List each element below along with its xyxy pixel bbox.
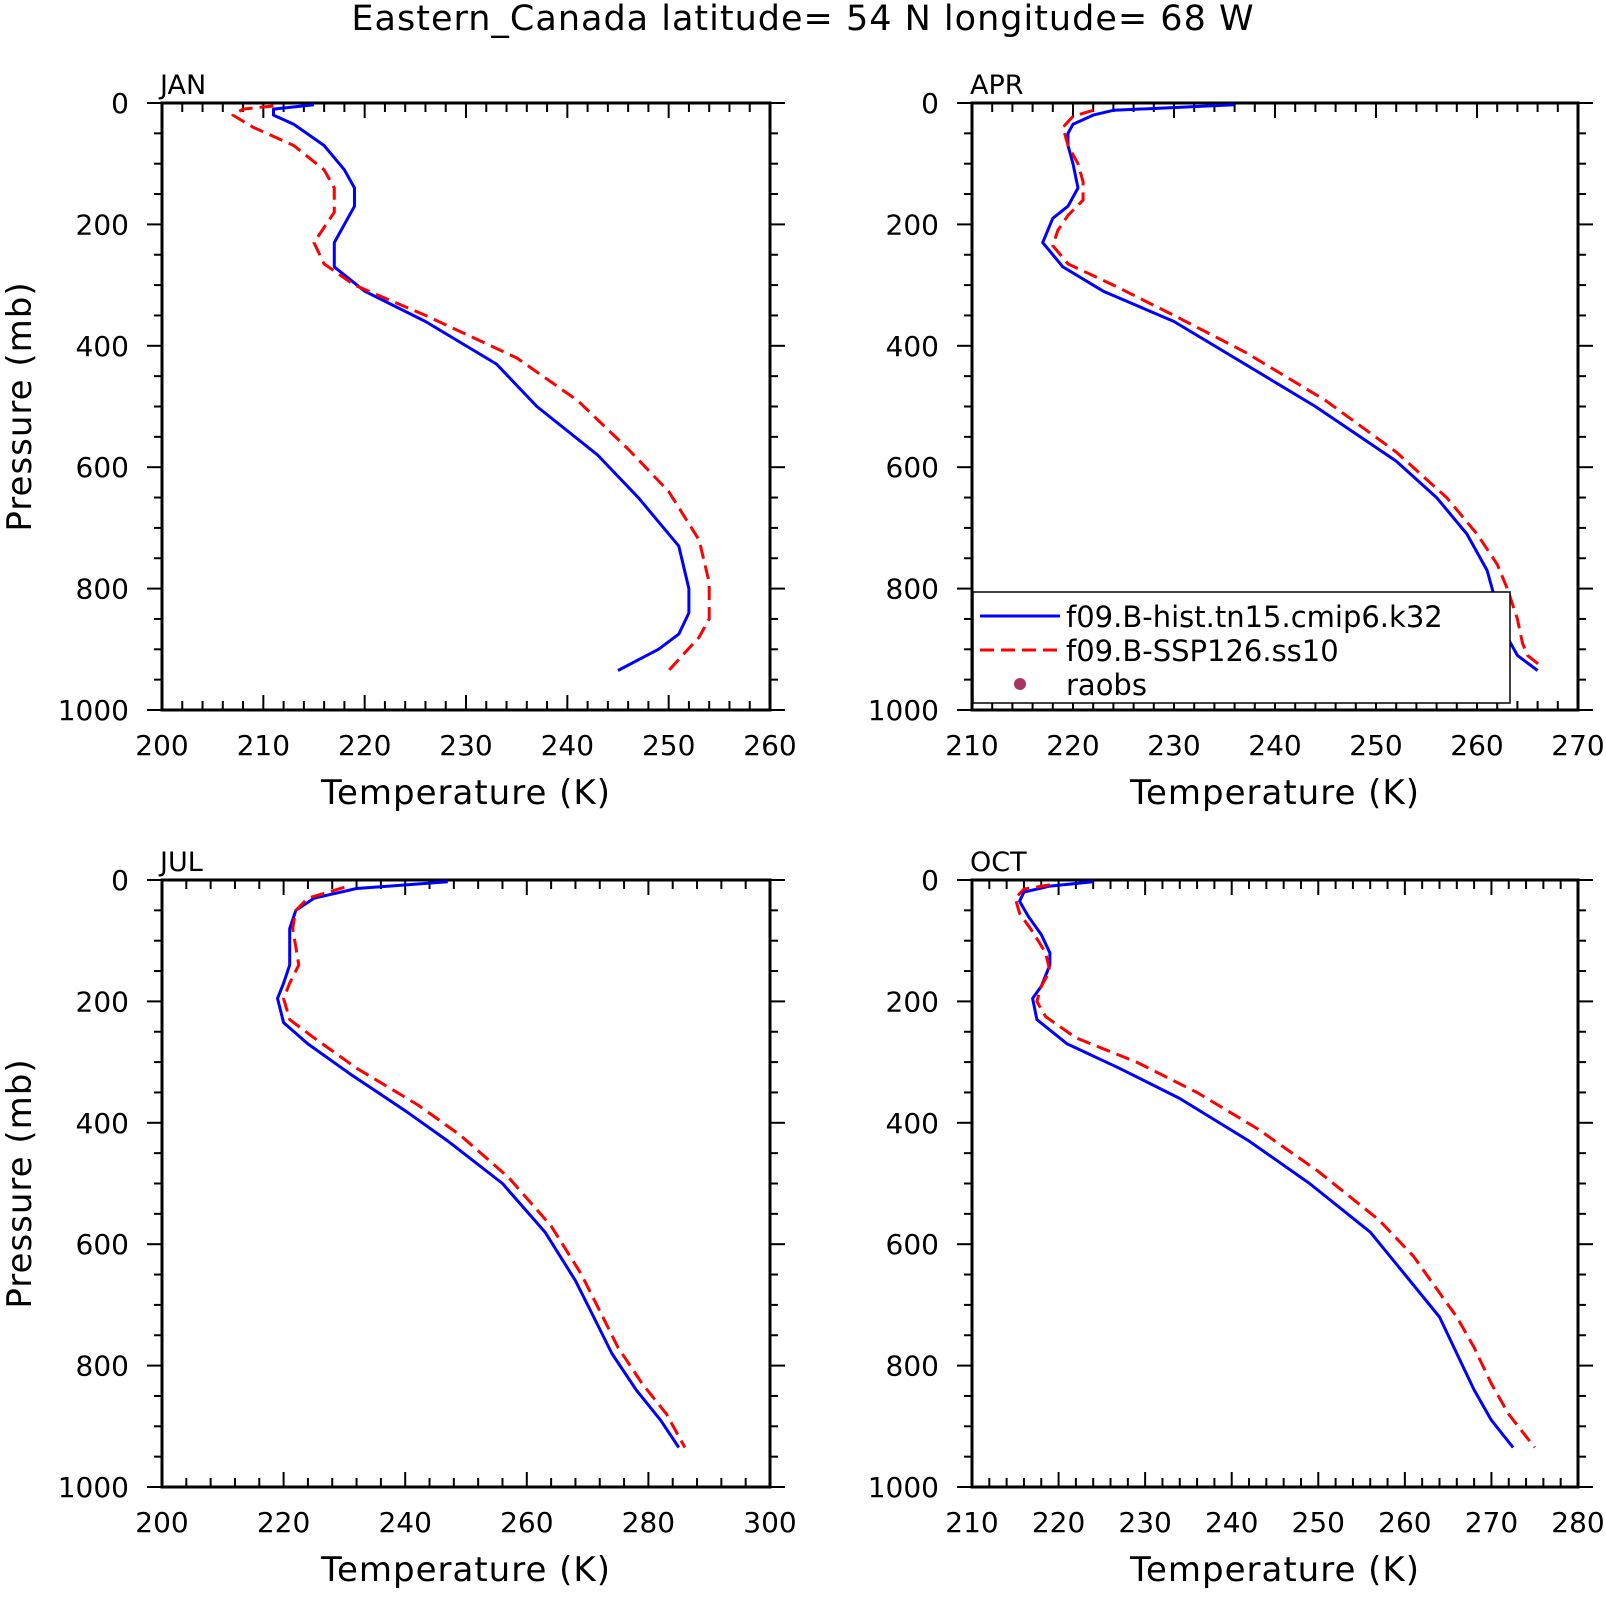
y-tick-label: 200 xyxy=(886,985,939,1018)
y-tick-label: 800 xyxy=(886,573,939,606)
x-tick-label: 260 xyxy=(743,729,796,762)
y-tick-label: 600 xyxy=(886,1228,939,1261)
y-tick-label: 600 xyxy=(76,1228,129,1261)
x-axis-title: Temperature (K) xyxy=(320,1550,611,1590)
plot-frame xyxy=(160,101,772,712)
y-tick-label: 400 xyxy=(886,1107,939,1140)
series-line-hist xyxy=(276,880,681,1449)
x-tick-label: 260 xyxy=(1450,729,1503,762)
legend-marker-raobs xyxy=(1014,678,1026,690)
legend-label: raobs xyxy=(1066,668,1147,702)
y-tick-label: 200 xyxy=(76,208,129,241)
x-tick-label: 260 xyxy=(500,1506,553,1539)
x-tick-label: 240 xyxy=(378,1506,431,1539)
x-tick-label: 250 xyxy=(642,729,695,762)
panel-label: JUL xyxy=(158,847,203,878)
x-tick-label: 250 xyxy=(1349,729,1402,762)
x-tick-label: 270 xyxy=(1551,729,1604,762)
panel-apr: APR 210 220 230 240 250 260 270 0 200 400 600 800 100… xyxy=(868,70,1605,813)
x-tick-label: 300 xyxy=(743,1506,796,1539)
x-axis-title: Temperature (K) xyxy=(1129,1550,1420,1590)
x-tick-label: 250 xyxy=(1292,1506,1345,1539)
x-axis-title: Temperature (K) xyxy=(320,773,611,813)
y-tick-label: 400 xyxy=(76,330,129,363)
y-tick-label: 200 xyxy=(76,985,129,1018)
x-tick-label: 220 xyxy=(1032,1506,1085,1539)
y-tick-label: 1000 xyxy=(868,694,939,727)
y-tick-label: 1000 xyxy=(58,694,129,727)
figure-title: Eastern_Canada latitude= 54 N longitude=… xyxy=(351,0,1254,39)
panel-label: OCT xyxy=(970,847,1027,878)
x-tick-label: 210 xyxy=(945,1506,998,1539)
x-tick-label: 240 xyxy=(1205,1506,1258,1539)
x-tick-label: 200 xyxy=(135,729,188,762)
panels: JAN 200 210 220 230 240 250 260 0 200 400 600 800 100… xyxy=(0,70,1605,1590)
legend-label: f09.B-SSP126.ss10 xyxy=(1066,634,1339,668)
plot-frame xyxy=(160,878,772,1489)
y-tick-label: 0 xyxy=(111,87,129,120)
x-tick-label: 280 xyxy=(1551,1506,1604,1539)
x-tick-label: 220 xyxy=(338,729,391,762)
panel-label: APR xyxy=(970,70,1024,101)
x-tick-label: 280 xyxy=(622,1506,675,1539)
y-tick-label: 600 xyxy=(886,451,939,484)
series-line-hist xyxy=(1041,103,1539,672)
series-line-ssp126 xyxy=(1013,883,1536,1449)
y-tick-label: 400 xyxy=(886,330,939,363)
y-tick-label: 800 xyxy=(76,1350,129,1383)
y-tick-label: 0 xyxy=(111,864,129,897)
x-tick-label: 210 xyxy=(237,729,290,762)
x-tick-label: 200 xyxy=(135,1506,188,1539)
series-line-ssp126 xyxy=(282,885,687,1449)
x-tick-label: 210 xyxy=(945,729,998,762)
panel-jul: JUL 200 220 240 260 280 300 0 200 400 600 800 1000 Te… xyxy=(0,847,797,1590)
legend-box xyxy=(972,591,1511,704)
x-axis-title: Temperature (K) xyxy=(1129,773,1420,813)
y-tick-label: 0 xyxy=(921,87,939,120)
y-tick-label: 1000 xyxy=(868,1471,939,1504)
x-tick-label: 220 xyxy=(257,1506,310,1539)
x-tick-label: 230 xyxy=(1118,1506,1171,1539)
y-tick-label: 800 xyxy=(76,573,129,606)
series-line-ssp126 xyxy=(1051,108,1544,669)
y-axis-title: Pressure (mb) xyxy=(0,281,40,531)
series-line-hist xyxy=(1018,880,1515,1449)
panel-oct: OCT 210 220 230 240 250 260 270 280 0 200 400 600 800… xyxy=(868,847,1605,1590)
legend: f09.B-hist.tn15.cmip6.k32f09.B-SSP126.ss… xyxy=(972,591,1511,704)
legend-label: f09.B-hist.tn15.cmip6.k32 xyxy=(1066,600,1443,634)
x-tick-label: 270 xyxy=(1465,1506,1518,1539)
series-line-ssp126 xyxy=(231,104,711,672)
x-tick-label: 240 xyxy=(1248,729,1301,762)
y-tick-label: 800 xyxy=(886,1350,939,1383)
x-tick-label: 260 xyxy=(1378,1506,1431,1539)
panel-jan: JAN 200 210 220 230 240 250 260 0 200 400 600 800 100… xyxy=(0,70,797,813)
x-tick-label: 230 xyxy=(439,729,492,762)
y-axis-title: Pressure (mb) xyxy=(0,1058,40,1308)
x-tick-label: 240 xyxy=(541,729,594,762)
plot-frame xyxy=(970,878,1580,1489)
y-tick-label: 400 xyxy=(76,1107,129,1140)
x-tick-label: 230 xyxy=(1147,729,1200,762)
panel-label: JAN xyxy=(158,70,206,101)
y-tick-label: 600 xyxy=(76,451,129,484)
y-tick-label: 0 xyxy=(921,864,939,897)
series-line-hist xyxy=(272,103,691,672)
y-tick-label: 1000 xyxy=(58,1471,129,1504)
x-tick-label: 220 xyxy=(1046,729,1099,762)
y-tick-label: 200 xyxy=(886,208,939,241)
